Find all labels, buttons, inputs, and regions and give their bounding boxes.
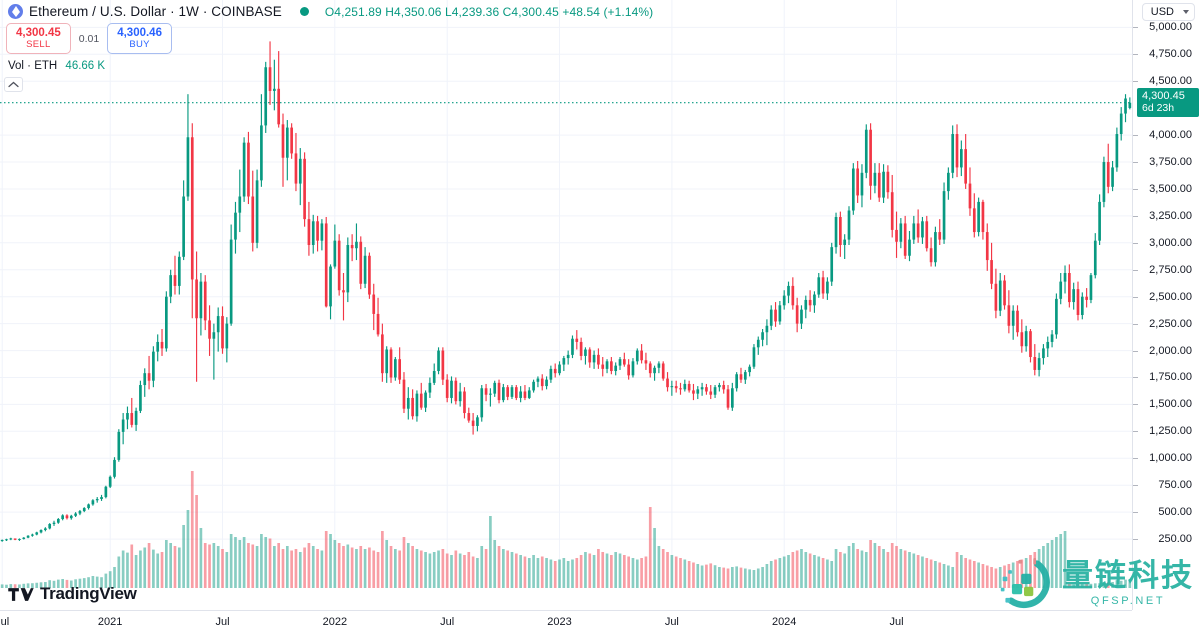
spread-value: 0.01 — [78, 32, 100, 45]
price-tick-label: 3,750.00 — [1149, 156, 1192, 169]
qfsp-logo-icon — [1000, 558, 1050, 608]
price-tick-mark — [1133, 162, 1138, 164]
price-axis[interactable]: USD 5,000.00 4,750.00 4,500.00 4,000.00 3,75… — [1132, 0, 1200, 610]
price-tick-mark — [1133, 404, 1138, 406]
price-tick-label: 4,500.00 — [1149, 75, 1192, 88]
trade-buttons: 4,300.45 SELL 0.01 4,300.46 BUY — [6, 23, 172, 55]
time-tick-label: 2022 — [322, 616, 348, 628]
price-tick-label: 1,000.00 — [1149, 452, 1192, 465]
price-tick-mark — [1133, 458, 1138, 460]
tradingview-wordmark: TradingView — [40, 584, 137, 603]
price-tick-label: 5,000.00 — [1149, 21, 1192, 34]
current-price-value: 4,300.45 — [1142, 89, 1185, 102]
series-visible-dot-icon[interactable] — [299, 7, 309, 16]
price-tick-label: 3,000.00 — [1149, 236, 1192, 249]
chevron-down-icon — [1183, 10, 1189, 14]
volume-legend[interactable]: Vol · ETH 46.66 K — [8, 60, 105, 72]
candles — [0, 41, 1132, 542]
chart-legend: Ethereum / U.S. Dollar · 1W · COINBASE O… — [8, 4, 653, 19]
price-tick-mark — [1133, 242, 1138, 244]
price-tick-mark — [1133, 350, 1138, 352]
price-tick-mark — [1133, 431, 1138, 433]
price-tick-label: 2,750.00 — [1149, 263, 1192, 276]
currency-label: USD — [1150, 6, 1174, 18]
sell-label: SELL — [26, 38, 51, 50]
candlestick-chart-svg — [0, 0, 1132, 588]
tradingview-logo[interactable]: TradingView — [8, 584, 137, 604]
time-tick-label: Jul — [889, 616, 904, 628]
price-tick-label: 2,500.00 — [1149, 290, 1192, 303]
price-tick-label: 4,750.00 — [1149, 48, 1192, 61]
price-tick-mark — [1133, 269, 1138, 271]
qfsp-watermark: 量链科技 QFSP.NET — [996, 558, 1194, 610]
ethereum-logo-icon — [8, 4, 23, 19]
price-tick-mark — [1133, 512, 1138, 514]
price-tick-mark — [1133, 54, 1138, 56]
price-tick-label: 750.00 — [1158, 479, 1192, 492]
time-tick-label: 2021 — [97, 616, 123, 628]
buy-price: 4,300.46 — [117, 27, 162, 39]
time-tick-label: 2024 — [771, 616, 797, 628]
time-tick-label: 2023 — [547, 616, 572, 628]
price-tick-label: 3,500.00 — [1149, 182, 1192, 195]
sell-button[interactable]: 4,300.45 SELL — [6, 23, 71, 55]
tradingview-mark-icon — [8, 587, 34, 601]
time-tick-label: Jul — [664, 616, 679, 628]
price-tick-label: 1,500.00 — [1149, 398, 1192, 411]
price-tick-label: 1,750.00 — [1149, 371, 1192, 384]
symbol-title[interactable]: Ethereum / U.S. Dollar · 1W · COINBASE — [29, 4, 282, 19]
price-tick-mark — [1133, 539, 1138, 541]
price-tick-mark — [1133, 135, 1138, 137]
price-tick-mark — [1133, 323, 1138, 325]
volume-legend-title: Vol · ETH — [8, 60, 58, 72]
price-tick-label: 1,250.00 — [1149, 425, 1192, 438]
price-tick-mark — [1133, 296, 1138, 298]
time-axis[interactable]: Jul 2021 Jul 2022 Jul 2023 Jul 2024 Jul — [0, 610, 1132, 632]
time-tick-label: Jul — [215, 616, 230, 628]
price-tick-mark — [1133, 215, 1138, 217]
sell-price: 4,300.45 — [16, 27, 61, 39]
price-tick-label: 250.00 — [1158, 533, 1192, 546]
price-tick-mark — [1133, 81, 1138, 83]
price-tick-label: 2,000.00 — [1149, 344, 1192, 357]
price-tick-label: 2,250.00 — [1149, 317, 1192, 330]
chart-plot-area[interactable] — [0, 0, 1132, 610]
volume-bars — [0, 471, 1132, 588]
bar-countdown: 6d 23h — [1142, 102, 1175, 115]
price-tick-label: 3,250.00 — [1149, 209, 1192, 222]
price-tick-label: 500.00 — [1158, 506, 1192, 519]
ohlc-values: O4,251.89 H4,350.06 L4,239.36 C4,300.45 … — [324, 4, 654, 19]
buy-label: BUY — [129, 38, 150, 50]
watermark-chinese-text: 量链科技 — [1062, 558, 1194, 594]
chevron-up-icon — [8, 81, 19, 88]
price-tick-mark — [1133, 377, 1138, 379]
price-tick-label: 4,000.00 — [1149, 129, 1192, 142]
collapse-pane-button[interactable] — [4, 77, 23, 92]
currency-selector[interactable]: USD — [1141, 3, 1195, 21]
volume-legend-value: 46.66 K — [65, 60, 106, 72]
buy-button[interactable]: 4,300.46 BUY — [107, 23, 172, 55]
current-price-label: 4,300.45 6d 23h — [1137, 87, 1199, 118]
time-tick-label: Jul — [440, 616, 455, 628]
watermark-url: QFSP.NET — [1090, 595, 1166, 607]
price-tick-mark — [1133, 485, 1138, 487]
price-tick-mark — [1133, 188, 1138, 190]
time-tick-label: Jul — [0, 616, 10, 628]
price-tick-mark — [1133, 27, 1138, 29]
